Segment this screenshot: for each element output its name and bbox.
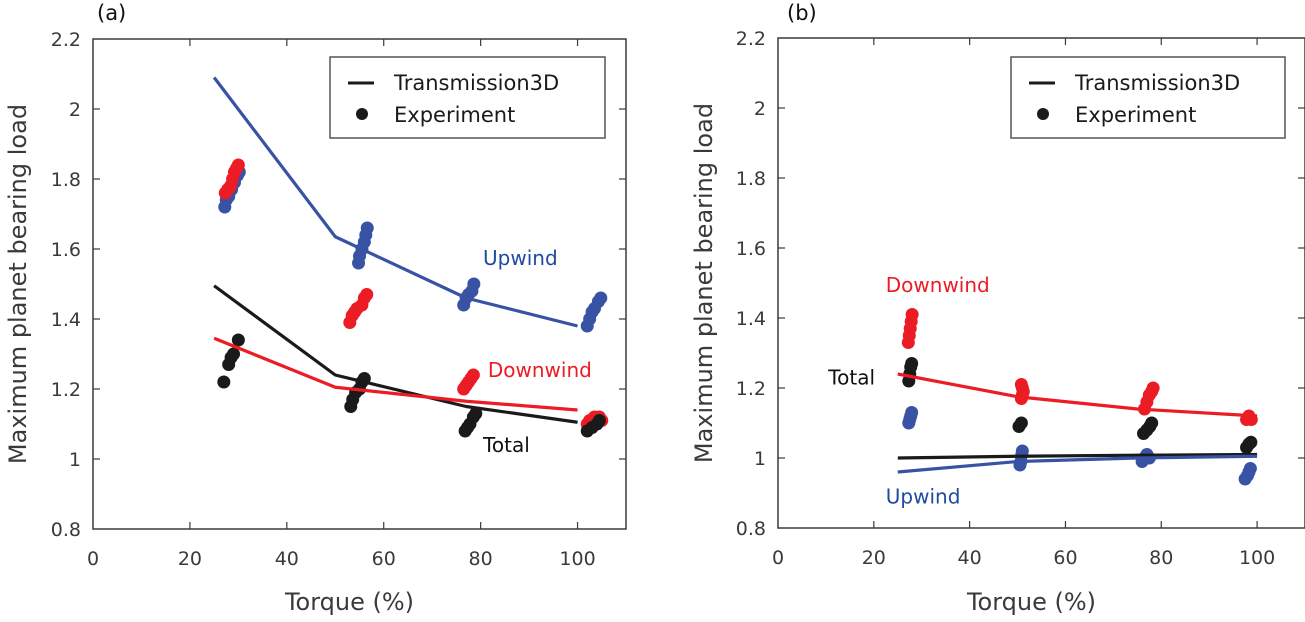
model-line-total — [213, 284, 578, 424]
model-line-total — [897, 452, 1258, 460]
series-label-downwind: Downwind — [488, 358, 592, 382]
y-tick-label: 2.2 — [736, 28, 766, 50]
experiment-point-total — [592, 414, 606, 427]
panel-label: (b) — [787, 1, 817, 25]
experiment-point-upwind — [467, 277, 481, 291]
x-tick-label: 0 — [772, 547, 784, 569]
y-tick-label: 1.6 — [736, 238, 766, 260]
y-tick-label: 0.8 — [736, 518, 766, 540]
y-tick-label: 1.2 — [51, 379, 81, 401]
legend-label-experiment: Experiment — [394, 103, 515, 127]
legend-dot-icon — [1037, 108, 1049, 120]
experiment-point-upwind — [1243, 462, 1257, 475]
y-tick-label: 1.2 — [736, 378, 766, 400]
legend-box — [1010, 56, 1286, 139]
y-tick-label: 1.4 — [51, 309, 81, 331]
experiment-point-total — [217, 375, 231, 389]
legend-label-experiment: Experiment — [1075, 103, 1196, 127]
x-tick-label: 40 — [275, 548, 299, 570]
series-label-downwind: Downwind — [886, 273, 990, 297]
series-label-upwind: Upwind — [483, 246, 558, 270]
experiment-point-total — [1014, 416, 1028, 430]
model-line-downwind — [213, 336, 578, 412]
y-tick-label: 1.8 — [736, 168, 766, 190]
legend-label-model: Transmission3D — [1074, 71, 1240, 95]
legend: Transmission3D Experiment — [329, 56, 606, 139]
y-tick-label: 2 — [754, 98, 766, 120]
panel-b: (b) 0 20 40 60 80 100 0.8 1 1.2 1.4 1.6 1.8 2 2.2 Torqu… — [690, 1, 1305, 616]
panel-a: (a) 0 20 40 60 80 100 0.8 1 1.2 1.4 1.6 1.8 2 2.2 Torqu… — [4, 1, 627, 616]
experiment-point-upwind — [360, 221, 374, 235]
x-axis-title: Torque (%) — [966, 588, 1096, 616]
x-tick-label: 100 — [559, 548, 595, 570]
panel-label: (a) — [97, 1, 126, 25]
model-line-upwind — [897, 454, 1258, 474]
y-tick-label: 1.8 — [51, 169, 81, 191]
y-axis-title: Maximum planet bearing load — [690, 103, 718, 463]
plot-frame — [777, 37, 1305, 529]
y-tick-label: 1 — [754, 448, 766, 470]
experiment-point-total — [1145, 416, 1159, 430]
y-tick-label: 1.4 — [736, 308, 766, 330]
experiment-point-total — [231, 333, 245, 347]
experiment-point-upwind — [1015, 444, 1029, 458]
experiment-point-total — [227, 347, 241, 361]
legend-box — [329, 56, 606, 139]
legend-label-model: Transmission3D — [393, 71, 559, 95]
experiment-point-downwind — [1014, 378, 1028, 391]
legend: Transmission3D Experiment — [1010, 56, 1286, 139]
experiment-point-downwind — [1146, 381, 1160, 395]
experiment-point-upwind — [905, 406, 919, 419]
experiment-point-upwind — [594, 291, 608, 305]
experiment-point-downwind — [231, 158, 245, 172]
series-label-total: Total — [827, 366, 875, 390]
model-line-upwind — [212, 76, 578, 328]
model-line-downwind — [897, 372, 1258, 418]
y-tick-label: 2 — [69, 99, 81, 121]
experiment-point-downwind — [905, 308, 919, 321]
experiment-point-total — [469, 407, 483, 420]
y-tick-label: 0.8 — [51, 519, 81, 541]
experiment-point-downwind — [466, 368, 480, 382]
y-axis-title: Maximum planet bearing load — [4, 104, 32, 464]
series-label-upwind: Upwind — [886, 485, 961, 509]
y-tick-label: 1.6 — [51, 239, 81, 261]
x-tick-label: 20 — [862, 547, 886, 569]
x-tick-label: 100 — [1239, 547, 1275, 569]
experiment-point-downwind — [360, 288, 374, 301]
experiment-point-total — [905, 357, 919, 370]
plot-frame — [92, 38, 627, 530]
x-tick-label: 20 — [178, 548, 202, 570]
x-tick-label: 60 — [372, 548, 396, 570]
x-tick-label: 80 — [1149, 547, 1173, 569]
x-tick-label: 80 — [469, 548, 493, 570]
x-tick-label: 0 — [87, 548, 99, 570]
experiment-point-total — [1244, 435, 1258, 449]
x-tick-label: 60 — [1053, 547, 1077, 569]
legend-dot-icon — [356, 108, 368, 120]
x-tick-label: 40 — [958, 547, 982, 569]
series-label-total: Total — [482, 433, 530, 457]
y-tick-label: 1 — [69, 449, 81, 471]
x-axis-title: Torque (%) — [284, 588, 414, 616]
y-tick-label: 2.2 — [51, 29, 81, 51]
